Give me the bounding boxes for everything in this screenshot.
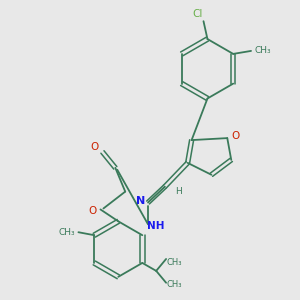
Text: Cl: Cl xyxy=(192,9,203,19)
Text: CH₃: CH₃ xyxy=(255,46,271,56)
Text: N: N xyxy=(136,196,146,206)
Text: O: O xyxy=(90,142,99,152)
Text: H: H xyxy=(176,187,182,196)
Text: O: O xyxy=(231,131,239,141)
Text: CH₃: CH₃ xyxy=(58,228,75,237)
Text: CH₃: CH₃ xyxy=(166,280,182,289)
Text: CH₃: CH₃ xyxy=(166,258,182,267)
Text: NH: NH xyxy=(147,221,165,231)
Text: O: O xyxy=(88,206,97,216)
